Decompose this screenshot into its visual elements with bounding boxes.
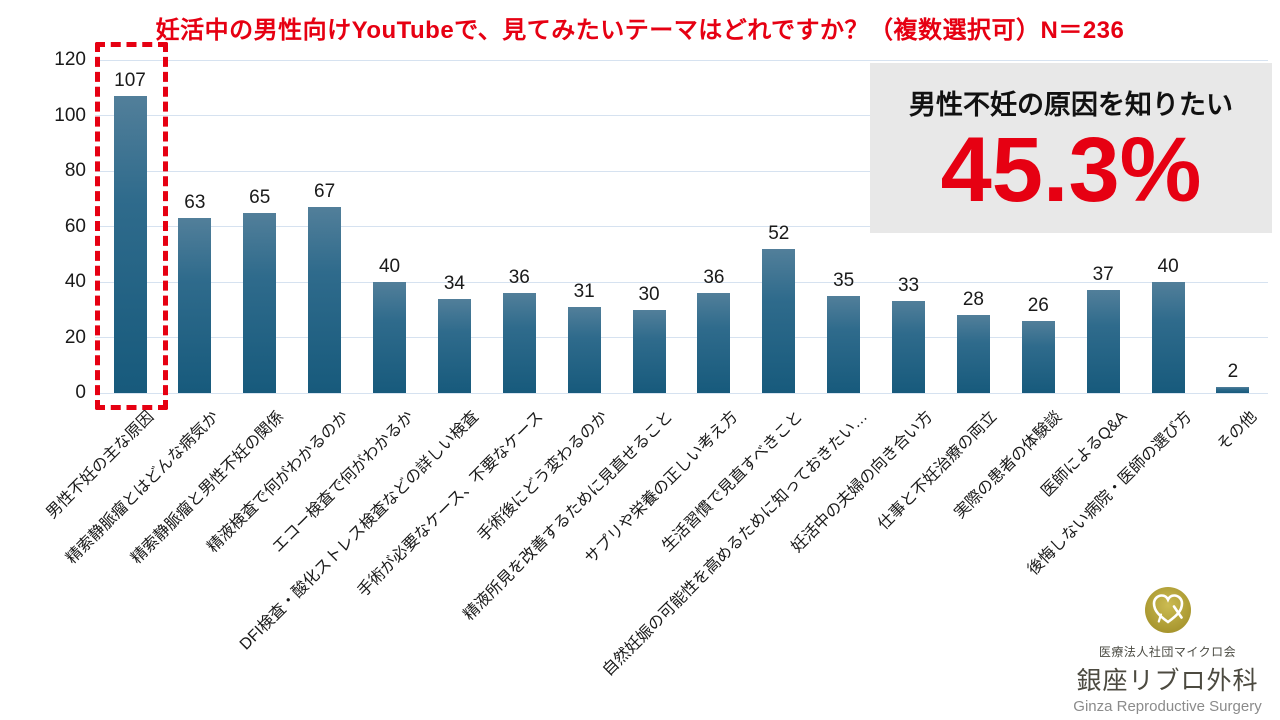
bar — [567, 306, 601, 393]
bar-value-label: 67 — [314, 181, 336, 203]
bar-value-label: 35 — [833, 269, 855, 291]
bar-value-label: 33 — [897, 275, 920, 297]
bar-value-label: 2 — [1227, 361, 1239, 383]
bar-value-label: 36 — [508, 267, 530, 289]
bar-value-label: 107 — [114, 70, 146, 92]
bar — [308, 207, 342, 393]
bar — [1216, 387, 1250, 393]
y-axis-tick-label: 120 — [54, 49, 86, 70]
clinic-name: 銀座リブロ外科 — [1076, 667, 1259, 695]
bar — [373, 282, 407, 393]
callout-value: 45.3% — [940, 118, 1202, 221]
clinic-org-name: 医療法人社団マイクロ会 — [1098, 645, 1237, 659]
y-axis-tick-label: 20 — [64, 326, 86, 348]
bar-value-label: 31 — [573, 280, 595, 302]
bar-value-label: 65 — [249, 186, 271, 208]
bar-value-label: 40 — [378, 256, 401, 277]
x-axis-category-label: 男性不妊の主な原因 — [43, 408, 158, 523]
bar — [632, 309, 666, 393]
bar — [113, 96, 147, 393]
callout-label: 男性不妊の原因を知りたい — [909, 89, 1233, 120]
bar — [827, 295, 861, 393]
bar — [956, 315, 990, 393]
y-axis-tick-label: 0 — [75, 382, 86, 403]
bar — [697, 293, 731, 393]
bar-value-label: 30 — [638, 283, 660, 305]
bar — [1021, 320, 1055, 393]
gridline — [95, 170, 1268, 172]
callout-panel: 男性不妊の原因を知りたい 45.3% — [870, 63, 1272, 233]
heart-monogram-icon — [1144, 586, 1192, 634]
bar — [502, 293, 536, 393]
x-axis-category-label: DFI検査・酸化ストレス検査などの詳しい検査 — [236, 408, 482, 654]
y-axis-tick-label: 80 — [64, 160, 86, 181]
bar — [762, 248, 796, 393]
bar — [437, 298, 471, 393]
bar — [1151, 282, 1185, 393]
bar-value-label: 36 — [703, 267, 725, 289]
gridline — [95, 281, 1268, 283]
clinic-logo: 医療法人社団マイクロ会 銀座リブロ外科 Ginza Reproductive S… — [1055, 586, 1280, 715]
bar-value-label: 28 — [962, 289, 984, 311]
bar-value-label: 40 — [1157, 256, 1179, 277]
y-axis-tick-label: 40 — [64, 271, 86, 292]
bar-value-label: 37 — [1092, 264, 1114, 286]
bar — [1086, 290, 1120, 393]
gridline — [95, 115, 1268, 116]
bar-value-label: 63 — [184, 192, 206, 214]
bar-value-label: 34 — [443, 272, 465, 294]
y-axis-tick-label: 60 — [64, 215, 86, 237]
x-axis-category-label: 仕事と不妊治療の両立 — [875, 408, 1001, 534]
bar-value-label: 52 — [768, 222, 790, 244]
gridline — [95, 392, 1268, 394]
gridline — [95, 226, 1268, 227]
highlight-dashed-box — [95, 42, 168, 410]
bar — [892, 301, 926, 393]
chart-title: 妊活中の男性向けYouTubeで、見てみたいテーマはどれですか？（複数選択可）N… — [155, 17, 1125, 44]
gridline — [95, 337, 1268, 338]
clinic-name-english: Ginza Reproductive Surgery — [1073, 698, 1262, 715]
gridline — [95, 59, 1268, 61]
bar — [243, 212, 277, 393]
x-axis-category-label: その他 — [1214, 408, 1261, 455]
y-axis-tick-label: 100 — [54, 104, 86, 126]
bar — [178, 218, 212, 393]
bar-value-label: 26 — [1027, 294, 1049, 316]
